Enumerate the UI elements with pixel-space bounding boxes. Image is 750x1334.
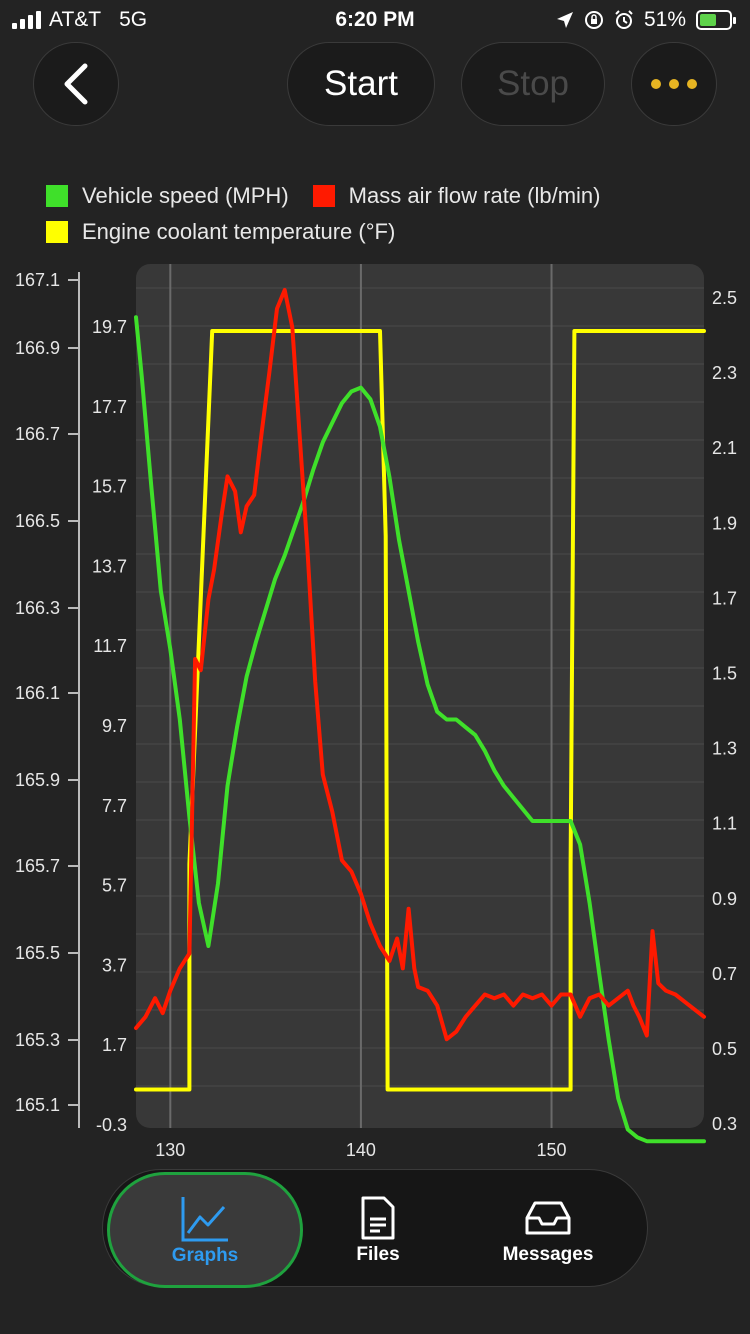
- x-tick-label: 150: [536, 1140, 566, 1160]
- inbox-tray-icon: [525, 1201, 571, 1235]
- plot-area: [136, 264, 704, 1128]
- y-tick-label-maf: 2.5: [712, 288, 737, 308]
- tab-graphs[interactable]: Graphs: [107, 1172, 303, 1288]
- location-arrow-icon: [556, 12, 573, 28]
- y-tick-label-temp: 166.5: [15, 511, 60, 531]
- document-icon: [361, 1196, 395, 1240]
- y-tick-label-maf: 1.3: [712, 739, 737, 759]
- start-button[interactable]: Start: [287, 42, 435, 126]
- y-tick-label-speed: 1.7: [102, 1035, 127, 1055]
- y-tick-label-temp: 166.9: [15, 338, 60, 358]
- y-tick-label-speed: 3.7: [102, 955, 127, 975]
- y-tick-label-speed: 5.7: [102, 876, 127, 896]
- graph-chart[interactable]: 130 140 150 167.1 166.9 166.7 166.5 166.3 166.1 1…: [0, 0, 750, 1170]
- back-button[interactable]: [33, 42, 119, 126]
- legend-swatch-speed: [46, 185, 68, 207]
- carrier-group: AT&T 5G: [12, 8, 147, 32]
- y-tick-label-speed: 13.7: [92, 556, 127, 576]
- alarm-icon: [615, 10, 633, 29]
- more-options-button[interactable]: [631, 42, 717, 126]
- y-tick-label-maf: 2.1: [712, 438, 737, 458]
- tab-files-label: Files: [356, 1244, 400, 1265]
- chevron-left-icon: [64, 63, 88, 105]
- y-tick-label-maf: 0.9: [712, 889, 737, 909]
- y-tick-label-speed: 15.7: [92, 477, 127, 497]
- series-line-speed: [134, 315, 706, 1144]
- status-icons: 51%: [556, 8, 736, 32]
- y-tick-label-maf: 0.3: [712, 1114, 737, 1134]
- bottom-tab-bar: Graphs Files Messages: [102, 1169, 648, 1288]
- line-chart-icon: [181, 1197, 228, 1242]
- legend-item-maf: Mass air flow rate (lb/min): [312, 183, 601, 209]
- chart-legend: Vehicle speed (MPH) Mass air flow rate (…: [46, 178, 625, 250]
- y-tick-label-maf: 1.1: [712, 814, 737, 834]
- clock: 6:20 PM: [335, 8, 415, 31]
- legend-label-speed: Vehicle speed (MPH): [82, 183, 289, 208]
- y-tick-label-temp: 165.1: [15, 1095, 60, 1115]
- tab-files[interactable]: Files: [333, 1170, 423, 1288]
- y-tick-label-maf: 1.5: [712, 664, 737, 684]
- y-tick-label-maf: 0.5: [712, 1039, 737, 1059]
- ellipsis-icon: [651, 79, 697, 89]
- y-tick-label-maf: 0.7: [712, 964, 737, 984]
- y-tick-label-temp: 165.7: [15, 856, 60, 876]
- y-tick-label-speed: 17.7: [92, 397, 127, 417]
- stop-button[interactable]: Stop: [461, 42, 605, 126]
- y-tick-label-temp: 166.1: [15, 683, 60, 703]
- legend-item-speed: Vehicle speed (MPH): [46, 183, 289, 209]
- y-tick-label-temp: 167.1: [15, 270, 60, 290]
- x-tick-label: 130: [155, 1140, 185, 1160]
- tab-messages[interactable]: Messages: [483, 1170, 613, 1288]
- y-tick-label-speed: 7.7: [102, 796, 127, 816]
- y-tick-label-speed: 9.7: [102, 716, 127, 736]
- network-type: 5G: [119, 8, 148, 31]
- tab-messages-label: Messages: [502, 1244, 594, 1265]
- battery-icon: [696, 10, 736, 30]
- y-tick-label-maf: 1.7: [712, 588, 737, 608]
- legend-label-coolant: Engine coolant temperature (°F): [82, 219, 396, 244]
- y-tick-label-temp: 165.5: [15, 943, 60, 963]
- legend-label-maf: Mass air flow rate (lb/min): [348, 183, 601, 208]
- legend-item-coolant: Engine coolant temperature (°F): [46, 219, 395, 245]
- y-tick-label-maf: 1.9: [712, 513, 737, 533]
- legend-swatch-maf: [312, 185, 335, 207]
- y-tick-label-temp: 165.3: [15, 1030, 60, 1050]
- y-tick-label-temp: 166.3: [15, 598, 60, 618]
- y-tick-label-speed: 19.7: [92, 317, 127, 337]
- y-tick-label-maf: 2.3: [712, 363, 737, 383]
- y-tick-label-speed: -0.3: [96, 1115, 127, 1135]
- y-tick-label-speed: 11.7: [93, 636, 127, 656]
- series-line-maf: [134, 288, 706, 1042]
- x-tick-label: 140: [346, 1140, 376, 1160]
- rotation-lock-icon: [584, 11, 603, 29]
- y-tick-label-temp: 166.7: [15, 424, 60, 444]
- battery-percent: 51%: [643, 8, 686, 31]
- legend-swatch-coolant: [46, 221, 68, 243]
- status-bar: AT&T 5G 6:20 PM 51%: [0, 0, 750, 42]
- y-tick-label-temp: 165.9: [15, 770, 60, 790]
- carrier-name: AT&T: [49, 8, 102, 31]
- tab-graphs-label: Graphs: [171, 1245, 239, 1266]
- signal-strength-icon: [12, 11, 41, 29]
